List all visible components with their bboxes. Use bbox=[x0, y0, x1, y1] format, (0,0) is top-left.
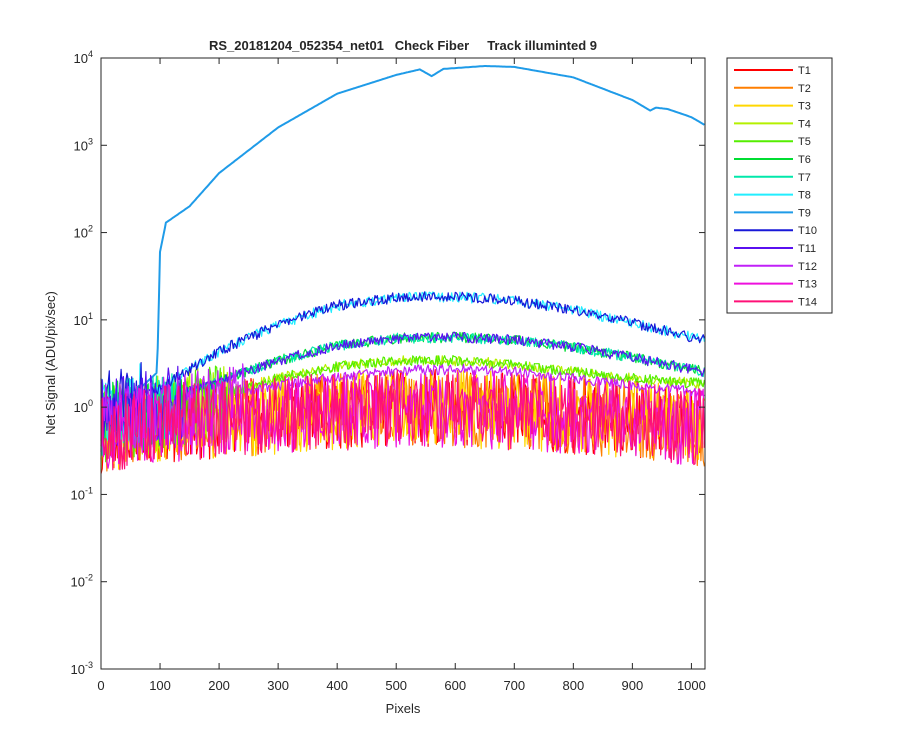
y-axis-label: Net Signal (ADU/pix/sec) bbox=[43, 291, 58, 435]
y-tick-label: 10-1 bbox=[71, 485, 93, 502]
y-tick-label: 100 bbox=[74, 398, 93, 415]
legend-label-t1: T1 bbox=[798, 65, 811, 77]
legend: T1 T2 T3 T4 T5 T6 T7 T8 T9 T10 T11 T12 T13 T14 bbox=[726, 57, 833, 314]
x-tick-label: 700 bbox=[503, 678, 525, 693]
x-tick-label: 100 bbox=[149, 678, 171, 693]
x-axis-label: Pixels bbox=[386, 701, 421, 716]
series-line-t5 bbox=[100, 355, 705, 463]
series-line-t9 bbox=[100, 65, 705, 409]
legend-label-t11: T11 bbox=[798, 243, 816, 255]
legend-label-t4: T4 bbox=[798, 118, 811, 130]
legend-label-t8: T8 bbox=[798, 190, 811, 202]
y-tick-label: 10-3 bbox=[71, 660, 93, 677]
y-axis: 10-3 10-2 10-1 100 101 102 103 104 bbox=[71, 49, 705, 677]
legend-box bbox=[726, 57, 833, 314]
x-tick-label: 300 bbox=[267, 678, 289, 693]
legend-label-t10: T10 bbox=[798, 225, 817, 237]
x-tick-label: 200 bbox=[208, 678, 230, 693]
x-tick-label: 500 bbox=[385, 678, 407, 693]
x-tick-label: 1000 bbox=[677, 678, 706, 693]
x-tick-label: 400 bbox=[326, 678, 348, 693]
x-axis: 0 100 200 300 400 500 600 700 800 900 1000 bbox=[97, 58, 706, 693]
legend-label-t9: T9 bbox=[798, 207, 811, 219]
x-tick-label: 0 bbox=[97, 678, 104, 693]
y-tick-label: 103 bbox=[74, 136, 93, 153]
legend-label-t2: T2 bbox=[798, 83, 811, 95]
x-tick-label: 600 bbox=[444, 678, 466, 693]
legend-label-t6: T6 bbox=[798, 154, 811, 166]
y-tick-label: 104 bbox=[74, 49, 93, 66]
legend-label-t5: T5 bbox=[798, 136, 811, 148]
series-line-t14 bbox=[100, 369, 705, 471]
chart-title: RS_20181204_052354_net01 Check Fiber Tra… bbox=[209, 38, 597, 53]
x-tick-label: 900 bbox=[622, 678, 644, 693]
y-tick-label: 102 bbox=[74, 224, 93, 241]
x-tick-label: 800 bbox=[562, 678, 584, 693]
axes-box bbox=[100, 57, 706, 670]
legend-label-t3: T3 bbox=[798, 101, 811, 113]
y-tick-label: 101 bbox=[74, 311, 93, 328]
legend-label-t14: T14 bbox=[798, 296, 817, 308]
series-line-t10 bbox=[100, 291, 705, 443]
legend-label-t7: T7 bbox=[798, 172, 811, 184]
legend-label-t12: T12 bbox=[798, 261, 817, 273]
y-tick-label: 10-2 bbox=[71, 573, 93, 590]
series-line-t11 bbox=[100, 331, 705, 448]
legend-label-t13: T13 bbox=[798, 279, 817, 291]
series-layer bbox=[100, 65, 705, 474]
